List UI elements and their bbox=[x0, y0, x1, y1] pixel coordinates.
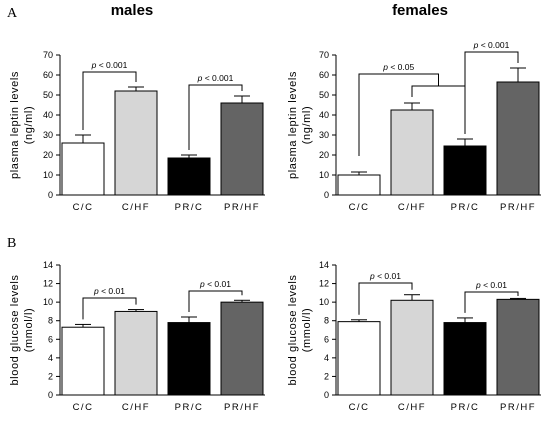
bar-c-c bbox=[337, 174, 381, 196]
y-tick-label: 30 bbox=[43, 130, 53, 140]
y-tick-label: 14 bbox=[319, 260, 329, 270]
y-tick-label: 4 bbox=[48, 353, 53, 363]
y-tick-label: 10 bbox=[43, 170, 53, 180]
significance-label: p < 0.001 bbox=[197, 73, 234, 83]
chart-a-males: 0 10 20 30 40 50 60 70 plasma leptin levels (ng/m… bbox=[9, 50, 265, 213]
significance-label: p < 0.001 bbox=[473, 40, 510, 50]
panel-letter-a: A bbox=[7, 6, 18, 21]
significance-bracket bbox=[358, 73, 439, 156]
bar-pr-c bbox=[167, 322, 211, 396]
y-axis-label: blood glucose levels bbox=[9, 274, 21, 385]
y-tick-label: 6 bbox=[324, 334, 329, 344]
x-tick-label: PR/HF bbox=[224, 402, 260, 413]
x-tick-label: PR/C bbox=[175, 402, 204, 413]
x-tick-label: PR/C bbox=[451, 202, 480, 213]
significance-bracket bbox=[82, 71, 137, 130]
y-tick-label: 0 bbox=[324, 190, 329, 200]
x-tick-label: C/HF bbox=[398, 202, 426, 213]
x-tick-label: C/C bbox=[349, 402, 370, 413]
bar-pr-hf bbox=[496, 298, 540, 396]
x-tick-label: C/C bbox=[349, 202, 370, 213]
bar-pr-hf bbox=[220, 102, 264, 196]
significance-bracket bbox=[358, 282, 413, 315]
y-tick-label: 14 bbox=[43, 260, 53, 270]
bar-c-c bbox=[61, 142, 105, 196]
y-tick-label: 10 bbox=[43, 297, 53, 307]
column-title-males: males bbox=[111, 2, 154, 19]
x-tick-label: C/HF bbox=[398, 402, 426, 413]
bar-c-hf bbox=[114, 90, 158, 196]
y-tick-label: 20 bbox=[43, 150, 53, 160]
significance-bracket bbox=[188, 84, 243, 150]
y-tick-label: 30 bbox=[319, 130, 329, 140]
x-tick-label: C/C bbox=[73, 202, 94, 213]
bar-c-c bbox=[61, 326, 105, 396]
bar-pr-c bbox=[443, 322, 487, 396]
y-axis-label: plasma leptin levels bbox=[287, 71, 299, 179]
bar-c-hf bbox=[114, 310, 158, 396]
y-tick-label: 20 bbox=[319, 150, 329, 160]
y-tick-label: 70 bbox=[319, 50, 329, 60]
y-tick-label: 6 bbox=[48, 334, 53, 344]
bar-pr-c bbox=[443, 145, 487, 196]
y-tick-label: 12 bbox=[319, 279, 329, 289]
y-axis-unit: (ng/ml) bbox=[23, 106, 35, 144]
y-axis-unit: (ng/ml) bbox=[301, 106, 313, 144]
y-tick-label: 2 bbox=[324, 371, 329, 381]
y-axis-label: blood glucose levels bbox=[287, 274, 299, 385]
significance-label: p < 0.01 bbox=[199, 279, 231, 289]
significance-label: p < 0.001 bbox=[91, 60, 128, 70]
bar-c-hf bbox=[390, 109, 434, 196]
y-tick-label: 40 bbox=[319, 110, 329, 120]
bar-c-hf bbox=[390, 299, 434, 396]
panel-letter-b: B bbox=[7, 236, 16, 251]
y-tick-label: 60 bbox=[319, 70, 329, 80]
significance-label: p < 0.01 bbox=[369, 271, 401, 281]
y-axis-label: plasma leptin levels bbox=[9, 71, 21, 179]
column-title-females: females bbox=[392, 2, 448, 19]
bar-c-c bbox=[337, 321, 381, 396]
bar-pr-c bbox=[167, 157, 211, 196]
y-tick-label: 60 bbox=[43, 70, 53, 80]
y-tick-label: 10 bbox=[319, 297, 329, 307]
significance-bracket bbox=[464, 291, 519, 313]
x-tick-label: PR/HF bbox=[500, 202, 536, 213]
chart-b-males: 0 2 4 6 8 10 12 14 blood glucose levels (mmol/l) C… bbox=[9, 260, 265, 413]
significance-label: p < 0.01 bbox=[93, 286, 125, 296]
y-tick-label: 8 bbox=[48, 316, 53, 326]
significance-label: p < 0.05 bbox=[382, 62, 414, 72]
chart-b-females: 0 2 4 6 8 10 12 14 blood glucose levels (mmol/l) C… bbox=[287, 260, 541, 413]
y-tick-label: 50 bbox=[319, 90, 329, 100]
y-tick-label: 0 bbox=[48, 390, 53, 400]
significance-label: p < 0.01 bbox=[475, 280, 507, 290]
significance-bracket bbox=[82, 297, 137, 320]
y-tick-label: 0 bbox=[48, 190, 53, 200]
y-tick-label: 12 bbox=[43, 279, 53, 289]
significance-bracket bbox=[464, 51, 519, 134]
y-tick-label: 40 bbox=[43, 110, 53, 120]
y-tick-label: 2 bbox=[48, 371, 53, 381]
bar-pr-hf bbox=[496, 81, 540, 196]
x-tick-label: C/HF bbox=[122, 202, 150, 213]
x-tick-label: PR/HF bbox=[500, 402, 536, 413]
y-tick-label: 0 bbox=[324, 390, 329, 400]
x-tick-label: PR/C bbox=[175, 202, 204, 213]
y-tick-label: 50 bbox=[43, 90, 53, 100]
significance-bracket bbox=[188, 290, 243, 312]
y-axis-unit: (mmol/l) bbox=[301, 308, 313, 353]
y-tick-label: 4 bbox=[324, 353, 329, 363]
y-tick-label: 10 bbox=[319, 170, 329, 180]
x-tick-label: PR/C bbox=[451, 402, 480, 413]
y-tick-label: 8 bbox=[324, 316, 329, 326]
y-tick-label: 70 bbox=[43, 50, 53, 60]
x-tick-label: PR/HF bbox=[224, 202, 260, 213]
y-axis-unit: (mmol/l) bbox=[23, 308, 35, 353]
chart-a-females: 0 10 20 30 40 50 60 70 plasma leptin levels (ng/m… bbox=[287, 40, 541, 213]
bar-pr-hf bbox=[220, 301, 264, 396]
x-tick-label: C/C bbox=[73, 402, 94, 413]
x-tick-label: C/HF bbox=[122, 402, 150, 413]
